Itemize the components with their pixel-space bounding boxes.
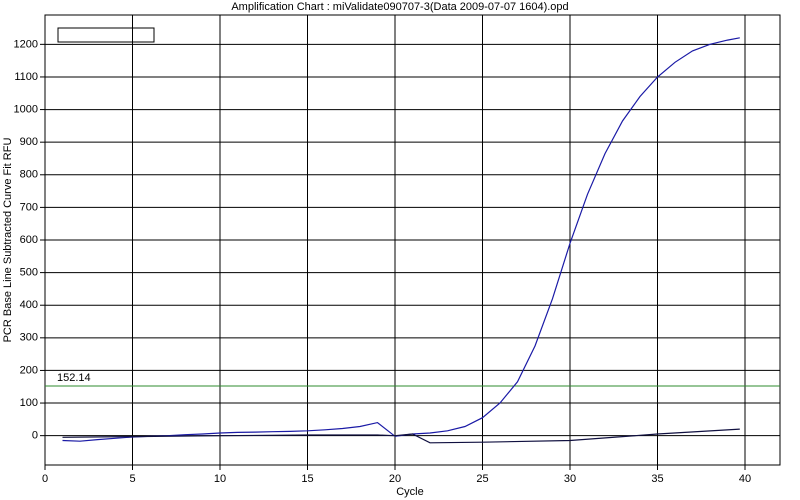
x-tick-label: 40 bbox=[739, 473, 751, 485]
x-axis-label: Cycle bbox=[396, 486, 424, 498]
chart-title: Amplification Chart : miValidate090707-3… bbox=[231, 1, 568, 13]
y-tick-label: 1100 bbox=[14, 71, 38, 83]
y-tick-label: 500 bbox=[20, 267, 38, 279]
y-tick-label: 700 bbox=[20, 201, 38, 213]
y-tick-label: 300 bbox=[20, 332, 38, 344]
x-tick-label: 30 bbox=[564, 473, 576, 485]
y-tick-label: 200 bbox=[20, 364, 38, 376]
y-tick-label: 1000 bbox=[14, 103, 38, 115]
x-tick-label: 35 bbox=[651, 473, 663, 485]
y-tick-label: 0 bbox=[32, 430, 38, 442]
y-axis-label: PCR Base Line Subtracted Curve Fit RFU bbox=[2, 138, 14, 343]
curve bbox=[62, 428, 740, 444]
threshold-label: 152.14 bbox=[57, 372, 91, 384]
y-tick-label: 600 bbox=[20, 234, 38, 246]
y-tick-label: 1200 bbox=[14, 38, 38, 50]
y-tick-label: 400 bbox=[20, 299, 38, 311]
y-tick-label: 100 bbox=[20, 397, 38, 409]
x-tick-label: 20 bbox=[389, 473, 401, 485]
x-tick-label: 10 bbox=[214, 473, 226, 485]
legend-box bbox=[57, 27, 155, 43]
y-tick-label: 800 bbox=[20, 169, 38, 181]
y-tick-label: 900 bbox=[20, 136, 38, 148]
x-tick-label: 0 bbox=[42, 473, 48, 485]
x-tick-label: 15 bbox=[301, 473, 313, 485]
x-tick-label: 5 bbox=[129, 473, 135, 485]
x-tick-label: 25 bbox=[476, 473, 488, 485]
